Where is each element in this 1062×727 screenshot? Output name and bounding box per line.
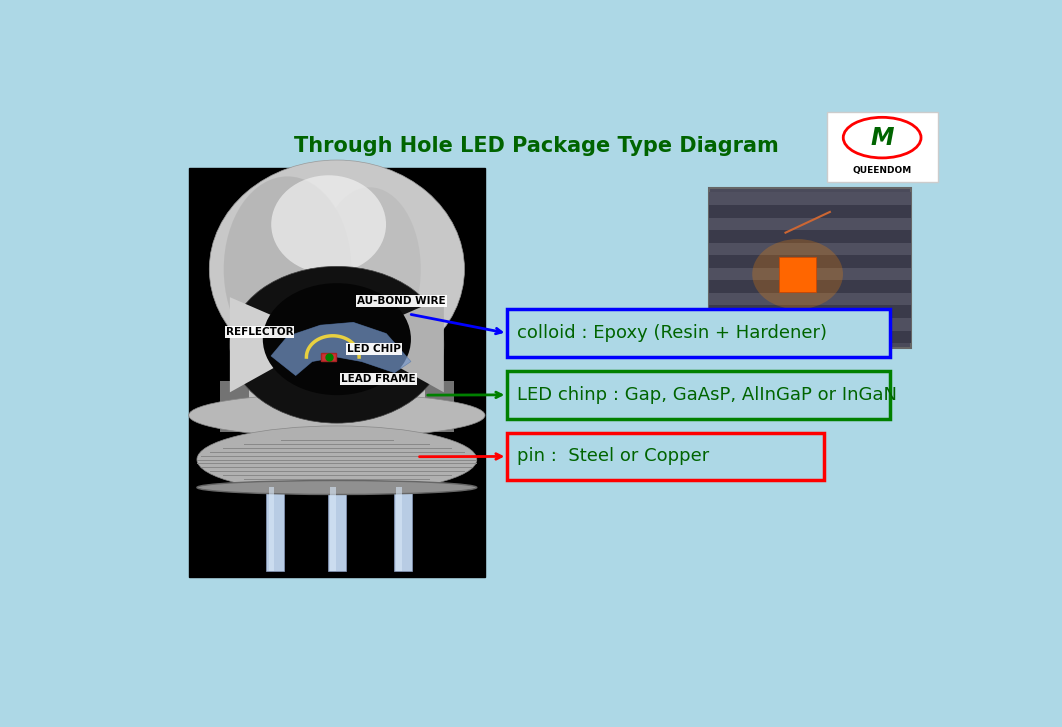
Ellipse shape: [224, 177, 352, 362]
Bar: [709, 205, 910, 217]
Polygon shape: [229, 297, 275, 393]
Bar: [709, 217, 910, 230]
Bar: [269, 488, 274, 571]
Text: Through Hole LED Package Type Diagram: Through Hole LED Package Type Diagram: [294, 136, 778, 156]
Bar: [396, 488, 401, 571]
Text: LEAD FRAME: LEAD FRAME: [341, 374, 415, 385]
Text: LED CHIP: LED CHIP: [346, 344, 400, 354]
Ellipse shape: [189, 393, 485, 437]
Bar: [709, 255, 910, 268]
Ellipse shape: [196, 481, 477, 494]
Bar: [220, 381, 453, 432]
Bar: [508, 433, 824, 481]
Bar: [826, 113, 938, 182]
Text: pin :  Steel or Copper: pin : Steel or Copper: [517, 447, 709, 465]
Bar: [780, 257, 816, 292]
Bar: [709, 293, 910, 305]
Bar: [709, 193, 910, 205]
Bar: [328, 488, 346, 571]
Text: LED chinp : Gap, GaAsP, AlInGaP or InGaN: LED chinp : Gap, GaAsP, AlInGaP or InGaN: [517, 386, 897, 403]
Text: colloid : Epoxy (Resin + Hardener): colloid : Epoxy (Resin + Hardener): [517, 324, 827, 342]
Bar: [508, 310, 890, 357]
Bar: [321, 353, 336, 361]
Text: QUEENDOM: QUEENDOM: [853, 166, 912, 175]
Bar: [709, 318, 910, 331]
Text: M: M: [871, 126, 894, 150]
Bar: [330, 488, 336, 571]
Bar: [709, 281, 910, 293]
Bar: [508, 371, 890, 419]
Bar: [425, 381, 453, 432]
Bar: [709, 230, 910, 243]
Ellipse shape: [271, 175, 387, 273]
Text: AU-BOND WIRE: AU-BOND WIRE: [358, 296, 446, 306]
Bar: [709, 188, 910, 348]
Bar: [709, 331, 910, 343]
Ellipse shape: [752, 239, 843, 309]
Bar: [709, 243, 910, 255]
Bar: [709, 305, 910, 318]
Ellipse shape: [319, 188, 421, 351]
Bar: [267, 488, 285, 571]
Bar: [709, 268, 910, 281]
Polygon shape: [271, 322, 411, 376]
Polygon shape: [398, 297, 444, 393]
Bar: [220, 381, 249, 432]
Ellipse shape: [209, 160, 464, 378]
Ellipse shape: [229, 266, 444, 423]
Ellipse shape: [196, 426, 477, 493]
Bar: [189, 169, 485, 577]
Ellipse shape: [262, 284, 411, 395]
Bar: [394, 488, 412, 571]
Text: REFLECTOR: REFLECTOR: [226, 327, 293, 337]
